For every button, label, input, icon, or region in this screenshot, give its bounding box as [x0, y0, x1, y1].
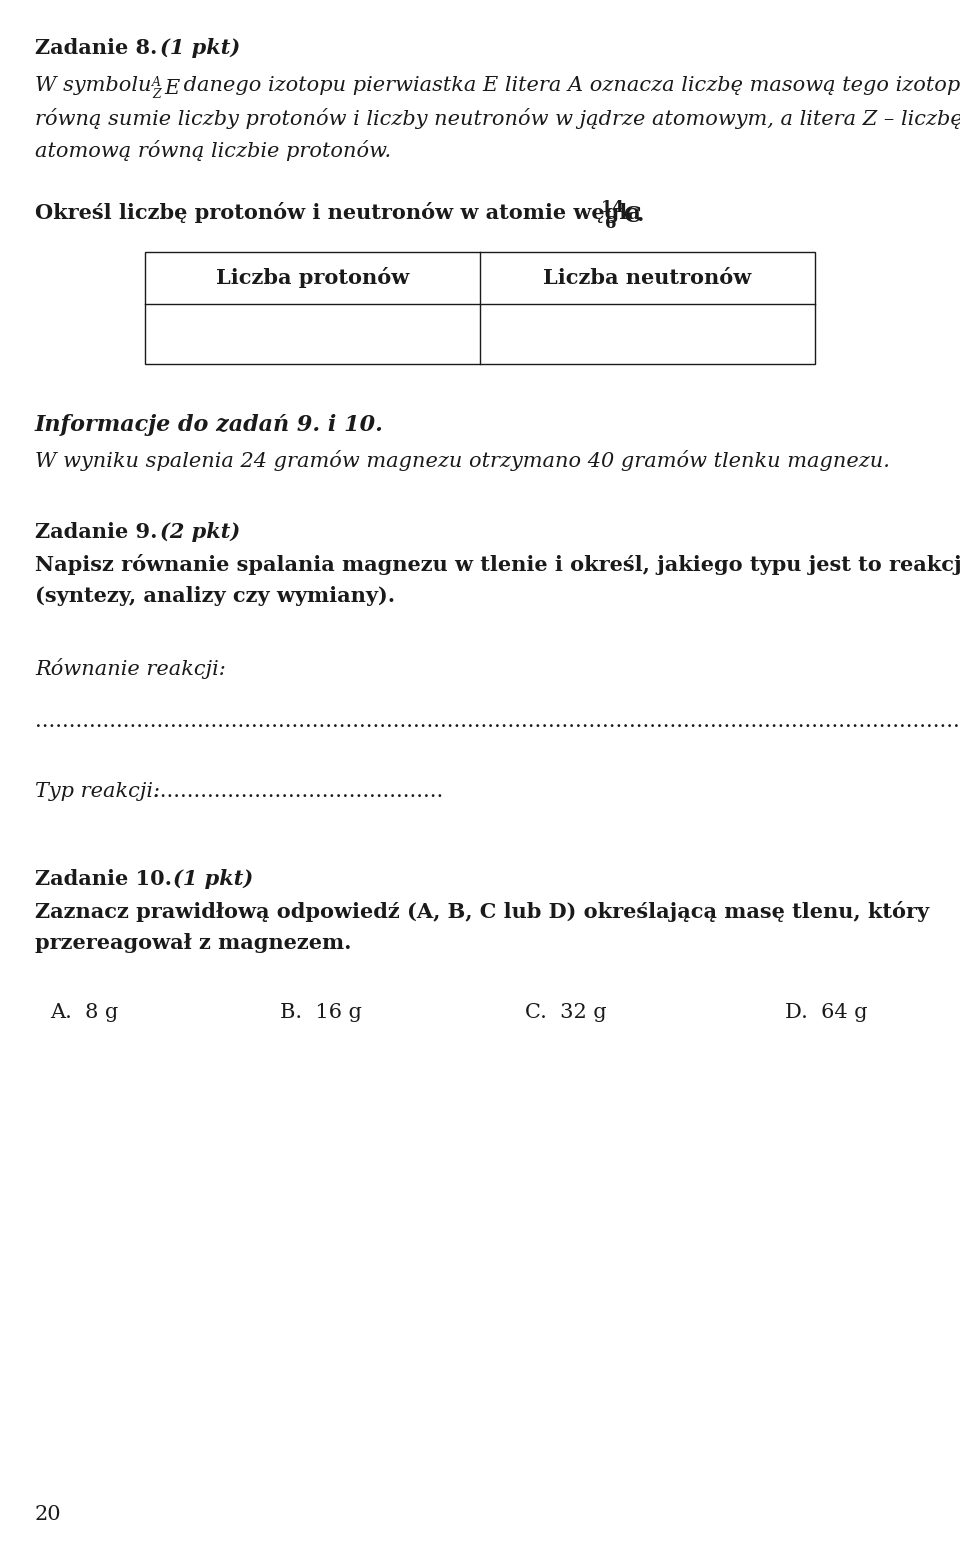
Bar: [145, 252, 815, 364]
Text: przereagował z magnezem.: przereagował z magnezem.: [35, 934, 351, 954]
Text: (1 pkt): (1 pkt): [173, 869, 253, 889]
Text: C: C: [623, 205, 640, 227]
Text: Zadanie 9.: Zadanie 9.: [35, 522, 165, 542]
Text: (1 pkt): (1 pkt): [160, 39, 240, 59]
Text: A: A: [152, 76, 161, 89]
Text: Określ liczbę protonów i neutronów w atomie węgla: Określ liczbę protonów i neutronów w ato…: [35, 202, 648, 224]
Text: Zadanie 10.: Zadanie 10.: [35, 869, 180, 889]
Text: równą sumie liczby protonów i liczby neutronów w jądrze atomowym, a litera Z – l: równą sumie liczby protonów i liczby neu…: [35, 108, 960, 130]
Text: Zaznacz prawidłową odpowiedź (A, B, C lub D) określającą masę tlenu, który: Zaznacz prawidłową odpowiedź (A, B, C lu…: [35, 901, 929, 923]
Text: ...........................................: ........................................…: [153, 782, 444, 801]
Text: Typ reakcji:: Typ reakcji:: [35, 782, 173, 801]
Text: D.  64 g: D. 64 g: [785, 1003, 868, 1021]
Text: W symbolu: W symbolu: [35, 76, 158, 96]
Text: (2 pkt): (2 pkt): [160, 522, 240, 542]
Text: Z: Z: [152, 88, 160, 100]
Text: danego izotopu pierwiastka E litera A oznacza liczbę masową tego izotopu: danego izotopu pierwiastka E litera A oz…: [177, 76, 960, 96]
Text: .: .: [636, 205, 643, 225]
Text: A.  8 g: A. 8 g: [50, 1003, 118, 1021]
Text: W wyniku spalenia 24 gramów magnezu otrzymano 40 gramów tlenku magnezu.: W wyniku spalenia 24 gramów magnezu otrz…: [35, 451, 890, 471]
Text: 20: 20: [35, 1504, 61, 1524]
Text: Napisz równanie spalania magnezu w tlenie i określ, jakiego typu jest to reakcja: Napisz równanie spalania magnezu w tleni…: [35, 554, 960, 576]
Text: Liczba neutronów: Liczba neutronów: [543, 268, 752, 289]
Text: C.  32 g: C. 32 g: [525, 1003, 607, 1021]
Text: Równanie reakcji:: Równanie reakcji:: [35, 657, 226, 679]
Text: (syntezy, analizy czy wymiany).: (syntezy, analizy czy wymiany).: [35, 586, 396, 606]
Text: atomową równą liczbie protonów.: atomową równą liczbie protonów.: [35, 140, 391, 160]
Text: ................................................................................: ........................................…: [35, 711, 960, 731]
Text: B.  16 g: B. 16 g: [280, 1003, 362, 1021]
Text: 14: 14: [601, 199, 624, 216]
Text: Zadanie 8.: Zadanie 8.: [35, 39, 164, 59]
Text: E: E: [164, 79, 180, 99]
Text: Liczba protonów: Liczba protonów: [216, 267, 409, 289]
Text: 6: 6: [605, 214, 616, 231]
Text: Informacje do zadań 9. i 10.: Informacje do zadań 9. i 10.: [35, 414, 384, 437]
